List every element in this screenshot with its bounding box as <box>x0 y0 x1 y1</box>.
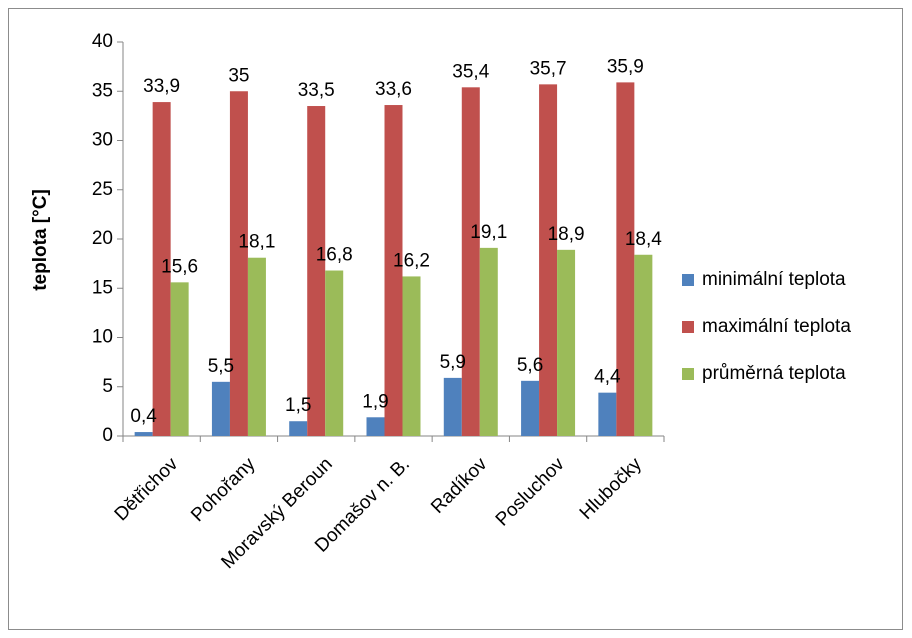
data-labels-group: 0,4 33,9 15,6 5,5 35 18,1 1,5 33,5 16,8 1,9 33,6 16… <box>130 56 662 427</box>
bar <box>170 282 189 436</box>
data-label: 33,9 <box>143 76 180 97</box>
data-label: 33,6 <box>375 79 412 100</box>
bar <box>598 392 617 436</box>
bars-group <box>134 82 653 437</box>
data-label: 16,2 <box>393 250 430 271</box>
bar <box>307 106 326 437</box>
y-tick-label: 0 <box>102 425 113 446</box>
data-label: 16,8 <box>316 245 353 266</box>
bar <box>247 257 266 436</box>
data-label: 19,1 <box>470 222 507 243</box>
y-tick-label: 35 <box>92 80 113 101</box>
bar <box>152 102 171 437</box>
data-label: 18,9 <box>548 224 585 245</box>
legend-swatch <box>682 274 694 286</box>
y-tick-label: 10 <box>92 327 113 348</box>
x-category-label: Posluchov <box>492 453 569 530</box>
data-label: 5,6 <box>517 355 543 376</box>
data-label: 15,6 <box>161 256 198 277</box>
bar <box>616 82 635 436</box>
bar <box>384 105 403 436</box>
bar <box>634 254 653 436</box>
bar <box>402 276 421 436</box>
bar <box>289 421 308 436</box>
y-axis-title: teplota [°C] <box>30 189 51 291</box>
bar <box>461 87 480 436</box>
bar <box>366 417 385 436</box>
data-label: 4,4 <box>594 367 621 388</box>
y-tick-label: 40 <box>92 31 113 52</box>
x-category-label: Hlubočky <box>576 453 646 523</box>
data-label: 33,5 <box>298 80 335 101</box>
y-tick-label: 5 <box>102 376 113 397</box>
legend-label: maximální teplota <box>702 316 851 337</box>
bar <box>325 270 344 436</box>
bar <box>211 381 230 436</box>
bar <box>229 91 248 436</box>
bar <box>539 84 558 436</box>
legend-swatch <box>682 368 694 380</box>
data-label: 35,7 <box>530 58 567 79</box>
bar <box>134 432 153 436</box>
legend-label: minimální teplota <box>702 269 846 290</box>
data-label: 5,5 <box>208 356 234 377</box>
bar <box>443 377 462 436</box>
data-label: 18,4 <box>625 229 662 250</box>
legend-swatch <box>682 321 694 333</box>
x-category-label: Dětřichov <box>111 453 183 525</box>
x-category-label: Pohořany <box>187 453 260 526</box>
bar <box>521 380 540 436</box>
data-label: 1,9 <box>362 391 388 412</box>
data-label: 1,5 <box>285 395 311 416</box>
bar <box>479 247 498 436</box>
y-tick-label: 15 <box>92 277 113 298</box>
data-label: 18,1 <box>238 232 275 253</box>
y-tick-label: 30 <box>92 130 113 151</box>
data-label: 0,4 <box>130 406 157 427</box>
data-label: 5,9 <box>440 352 466 373</box>
data-label: 35 <box>228 65 249 86</box>
legend: minimální teplota maximální teplota průměr… <box>682 269 851 384</box>
x-category-label: Radíkov <box>427 453 491 517</box>
data-label: 35,9 <box>607 56 644 77</box>
data-label: 35,4 <box>452 61 489 82</box>
y-tick-label: 20 <box>92 228 113 249</box>
legend-label: průměrná teplota <box>702 363 846 384</box>
bar <box>557 249 576 436</box>
y-tick-label: 25 <box>92 179 113 200</box>
